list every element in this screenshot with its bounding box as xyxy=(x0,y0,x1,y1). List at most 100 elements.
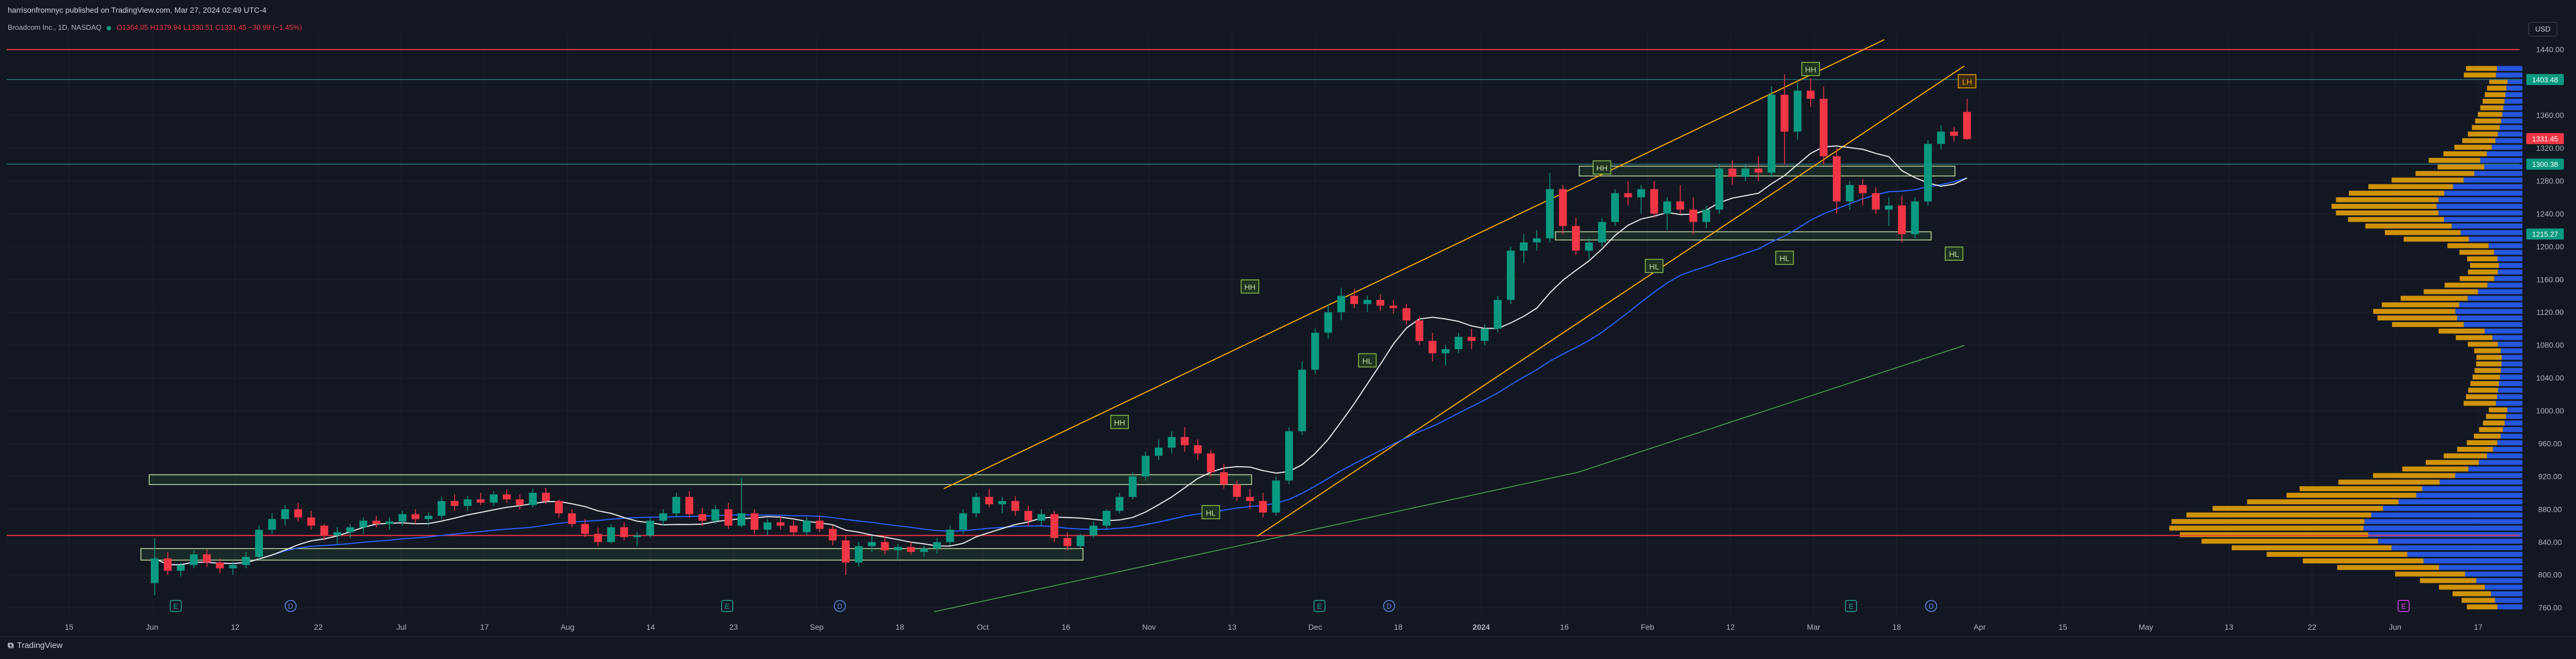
y-tick-label: 1040.00 xyxy=(2536,373,2564,382)
volume-profile-bar xyxy=(2455,473,2522,478)
volume-profile-bar xyxy=(2439,584,2485,590)
candle-body xyxy=(1168,437,1176,448)
candle-body xyxy=(1363,299,1371,304)
candle-body xyxy=(1389,305,1397,308)
dividend-marker-icon[interactable] xyxy=(1925,600,1937,612)
volume-profile-bar xyxy=(2423,558,2522,563)
volume-profile-bar xyxy=(2459,276,2494,281)
currency-button[interactable]: USD xyxy=(2528,22,2557,36)
publish-info: harrisonfromnyc published on TradingView… xyxy=(8,6,267,14)
pattern-label-text: HH xyxy=(1596,164,1607,172)
tradingview-logo[interactable]: ⧉ TradingView xyxy=(8,641,62,650)
candle-body xyxy=(503,494,511,499)
candle-body xyxy=(1937,131,1945,144)
volume-profile-bar xyxy=(2460,230,2522,235)
volume-profile-bar xyxy=(2484,328,2522,334)
candle-body xyxy=(215,562,224,568)
candle-body xyxy=(1871,193,1880,210)
x-tick-label: 15 xyxy=(65,623,73,631)
x-tick-label: Nov xyxy=(1142,623,1156,631)
volume-profile-bar xyxy=(2506,86,2522,91)
candle-body xyxy=(294,509,302,518)
candle-body xyxy=(1624,193,1632,198)
volume-profile-bar xyxy=(2336,210,2439,215)
volume-profile-bar xyxy=(2422,486,2522,492)
volume-profile-bar xyxy=(2438,197,2522,203)
volume-profile-bar xyxy=(2169,525,2364,531)
candle-body xyxy=(1702,209,1711,222)
range-box xyxy=(1555,231,1932,241)
pattern-label: LH xyxy=(1958,74,1976,88)
x-tick-label: 12 xyxy=(1726,623,1735,631)
volume-profile-bar xyxy=(2478,112,2503,117)
volume-profile-bar xyxy=(2420,578,2477,583)
pattern-label-text: HH xyxy=(1114,418,1125,427)
candle-body xyxy=(1794,91,1802,132)
price-label-text: 1215.27 xyxy=(2532,230,2558,239)
volume-profile-bar xyxy=(2428,157,2480,163)
volume-profile-bar xyxy=(2501,118,2522,124)
pattern-label: HH xyxy=(1240,279,1259,294)
candle-body xyxy=(672,497,680,514)
dividend-marker-icon[interactable] xyxy=(285,600,297,612)
footer-bar xyxy=(0,636,2576,659)
earnings-marker-icon[interactable] xyxy=(2398,600,2410,612)
volume-profile-bar xyxy=(2392,322,2464,327)
volume-profile-bar xyxy=(2299,486,2422,492)
candle-body xyxy=(1442,349,1450,354)
candle-body xyxy=(1246,497,1254,501)
volume-profile-bar xyxy=(2472,375,2500,380)
candle-body xyxy=(685,497,693,514)
x-tick-label: Feb xyxy=(1641,623,1654,631)
volume-profile-bar xyxy=(2368,184,2453,189)
volume-profile-bar xyxy=(2302,558,2424,563)
volume-profile-bar xyxy=(2463,400,2496,406)
candle-body xyxy=(242,557,250,565)
volume-profile-bar xyxy=(2497,66,2522,71)
volume-profile-bar xyxy=(2468,466,2522,472)
candle-body xyxy=(1454,336,1463,350)
x-tick-label: May xyxy=(2138,623,2153,631)
volume-profile-bar xyxy=(2171,519,2365,524)
dividend-marker-icon[interactable] xyxy=(1383,600,1395,612)
ma-slow-line xyxy=(933,345,1965,613)
event-marker-label: D xyxy=(288,602,293,610)
candle-body xyxy=(790,525,798,533)
volume-profile-bar xyxy=(2482,98,2505,104)
x-tick-label: 18 xyxy=(896,623,905,631)
symbol-name: Broadcom Inc., 1D, NASDAQ xyxy=(8,23,102,31)
candle-body xyxy=(1468,336,1476,341)
volume-profile-bar xyxy=(2486,86,2507,91)
volume-profile-bar xyxy=(2468,387,2498,393)
volume-profile-bar xyxy=(2497,604,2522,610)
y-tick-label: 880.00 xyxy=(2538,505,2562,514)
volume-profile-bar xyxy=(2454,145,2492,150)
pattern-label-text: HL xyxy=(1780,254,1790,263)
candle-body xyxy=(581,524,589,534)
volume-profile-bar xyxy=(2212,505,2383,511)
price-label-box xyxy=(2526,228,2564,240)
candle-body xyxy=(972,497,980,514)
earnings-marker-icon[interactable] xyxy=(170,600,182,612)
earnings-marker-icon[interactable] xyxy=(1313,600,1326,612)
earnings-marker-icon[interactable] xyxy=(721,600,733,612)
candle-body xyxy=(333,532,341,536)
volume-profile-bar xyxy=(2383,505,2522,511)
volume-profile-bar xyxy=(2461,598,2495,603)
price-label-text: 1403.48 xyxy=(2532,76,2558,84)
candle-body xyxy=(1494,299,1502,329)
volume-profile-bar xyxy=(2494,276,2522,281)
earnings-marker-icon[interactable] xyxy=(1845,600,1857,612)
volume-profile-bar xyxy=(2453,184,2522,189)
volume-profile-bar xyxy=(2506,414,2522,419)
x-tick-label: 23 xyxy=(729,623,738,631)
event-marker-label: D xyxy=(1928,602,1933,610)
candle-body xyxy=(933,542,941,549)
volume-profile-bar xyxy=(2443,217,2522,222)
dividend-marker-icon[interactable] xyxy=(834,600,846,612)
event-marker-label: D xyxy=(837,602,842,610)
y-tick-label: 1280.00 xyxy=(2536,176,2564,185)
candle-body xyxy=(320,525,328,536)
candle-body xyxy=(1011,500,1019,511)
